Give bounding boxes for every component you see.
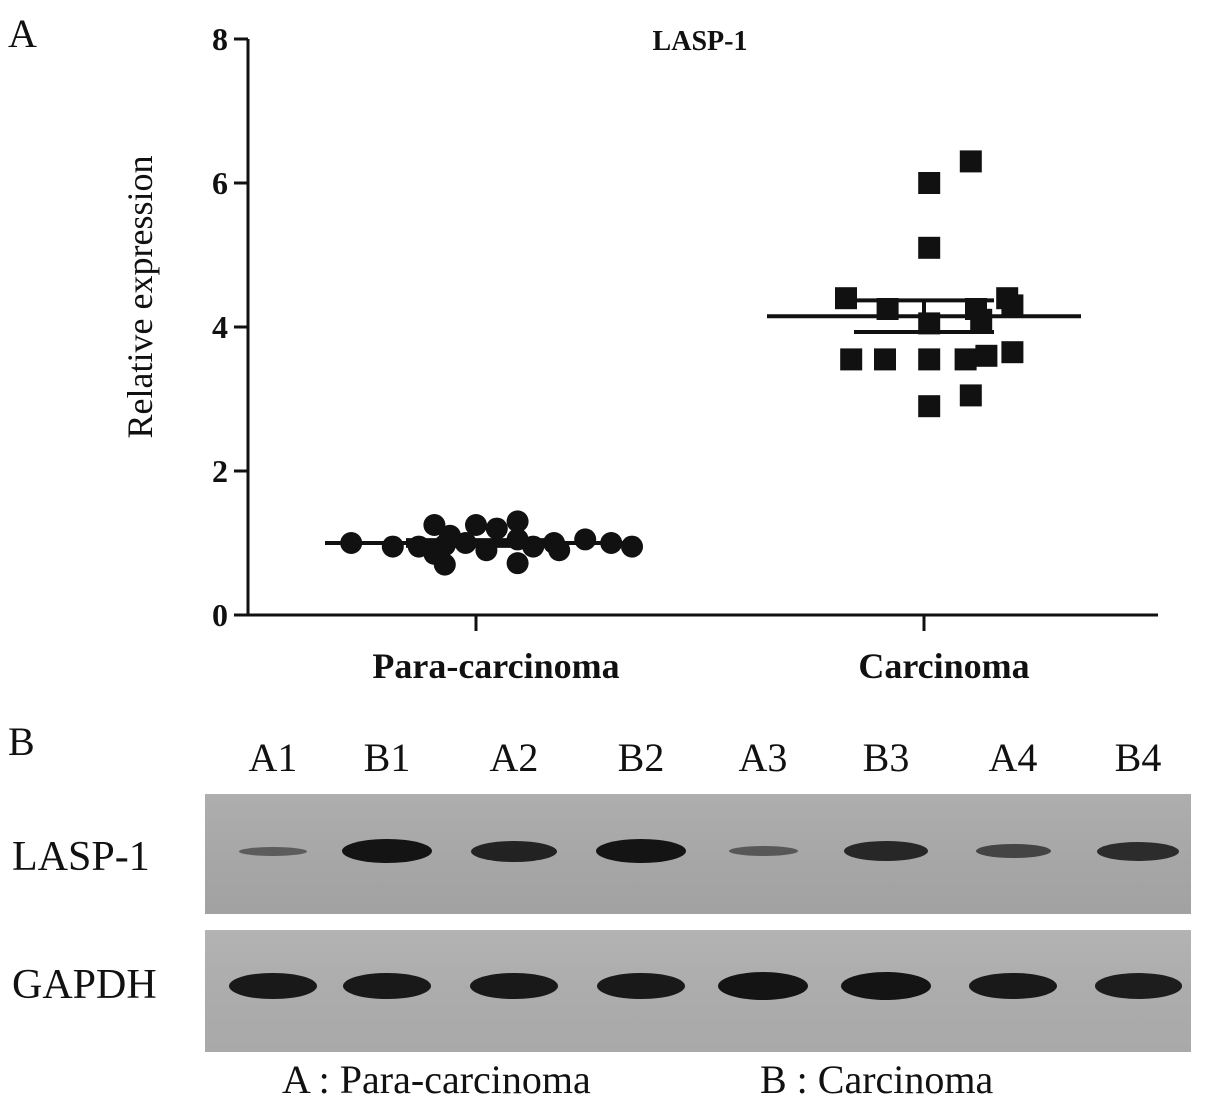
data-point-para-carcinoma bbox=[506, 510, 529, 533]
y-axis-label: Relative expression bbox=[120, 156, 160, 439]
legend-a-para-carcinoma: A : Para-carcinoma bbox=[282, 1057, 591, 1102]
band-gapdh-a4 bbox=[968, 972, 1058, 1000]
blot-row-label-gapdh: GAPDH bbox=[12, 962, 157, 1008]
lane-label-a1: A1 bbox=[248, 735, 298, 780]
band-lasp-1-a1 bbox=[239, 846, 307, 856]
y-axis-ticks: 0 2 4 6 8 bbox=[212, 21, 248, 633]
data-point-carcinoma bbox=[835, 287, 857, 310]
y-tick-label: 0 bbox=[212, 597, 228, 633]
data-point-carcinoma bbox=[975, 344, 998, 367]
western-blot-lasp1 bbox=[205, 794, 1191, 914]
data-point-carcinoma bbox=[918, 395, 941, 418]
data-point-carcinoma bbox=[959, 150, 982, 173]
data-point-carcinoma bbox=[970, 308, 993, 331]
lane-label-a3: A3 bbox=[738, 735, 788, 780]
band-gapdh-b1 bbox=[342, 972, 432, 1000]
lane-label-b4: B4 bbox=[1114, 735, 1162, 780]
data-point-carcinoma bbox=[918, 348, 941, 371]
data-point-carcinoma bbox=[959, 384, 982, 407]
data-point-carcinoma bbox=[840, 348, 863, 371]
band-lasp-1-a2 bbox=[471, 840, 557, 862]
panel-b-letter: B bbox=[8, 719, 35, 764]
y-tick-label: 8 bbox=[212, 21, 228, 57]
axes bbox=[246, 39, 1158, 617]
western-blot-gapdh bbox=[205, 930, 1191, 1052]
x-category-label: Carcinoma bbox=[858, 646, 1029, 686]
x-category-label: Para-carcinoma bbox=[372, 646, 619, 686]
blot-row-label-lasp1: LASP-1 bbox=[12, 834, 150, 880]
lane-label-b3: B3 bbox=[862, 735, 910, 780]
relative-expression-scatter-chart: LASP-1 Relative expression 0 2 4 6 8 Para-ca… bbox=[120, 21, 1158, 686]
band-lasp-1-b3 bbox=[844, 841, 928, 861]
data-point-para-carcinoma bbox=[423, 514, 446, 536]
x-axis-categories: Para-carcinoma Carcinoma bbox=[372, 615, 1030, 686]
data-point-para-carcinoma bbox=[621, 535, 643, 558]
legend-b-carcinoma: B : Carcinoma bbox=[760, 1057, 994, 1102]
band-gapdh-a1 bbox=[228, 972, 318, 1000]
data-point-carcinoma bbox=[1001, 294, 1024, 317]
data-point-para-carcinoma bbox=[381, 535, 404, 558]
panel-a-letter: A bbox=[8, 11, 37, 56]
data-point-para-carcinoma bbox=[485, 517, 508, 540]
data-points bbox=[340, 150, 1024, 576]
band-gapdh-a2 bbox=[469, 972, 559, 1000]
data-point-carcinoma bbox=[918, 172, 941, 194]
chart-title: LASP-1 bbox=[653, 26, 748, 57]
data-point-carcinoma bbox=[954, 348, 977, 371]
data-point-para-carcinoma bbox=[465, 514, 487, 536]
band-gapdh-b2 bbox=[596, 972, 686, 1000]
band-lasp-1-a4 bbox=[975, 844, 1051, 858]
mean-error-bars bbox=[325, 298, 1081, 548]
y-tick-label: 2 bbox=[212, 453, 228, 489]
band-lasp-1-b1 bbox=[342, 839, 432, 863]
data-point-carcinoma bbox=[918, 236, 941, 259]
band-gapdh-a3 bbox=[718, 972, 808, 1000]
data-point-para-carcinoma bbox=[574, 528, 597, 551]
data-point-para-carcinoma bbox=[506, 552, 529, 575]
band-lasp-1-b4 bbox=[1096, 841, 1180, 861]
lane-label-a4: A4 bbox=[988, 735, 1038, 780]
lane-label-b2: B2 bbox=[617, 735, 665, 780]
band-lasp-1-a3 bbox=[728, 846, 798, 856]
data-point-carcinoma bbox=[874, 348, 896, 371]
y-tick-label: 4 bbox=[212, 309, 228, 345]
lane-label-b1: B1 bbox=[363, 735, 411, 780]
data-point-para-carcinoma bbox=[433, 553, 456, 576]
band-lasp-1-b2 bbox=[596, 839, 686, 863]
lane-label-a2: A2 bbox=[489, 735, 539, 780]
data-point-carcinoma bbox=[1001, 341, 1024, 364]
y-tick-label: 6 bbox=[212, 165, 228, 201]
band-gapdh-b4 bbox=[1094, 973, 1182, 999]
band-gapdh-b3 bbox=[841, 972, 931, 1000]
